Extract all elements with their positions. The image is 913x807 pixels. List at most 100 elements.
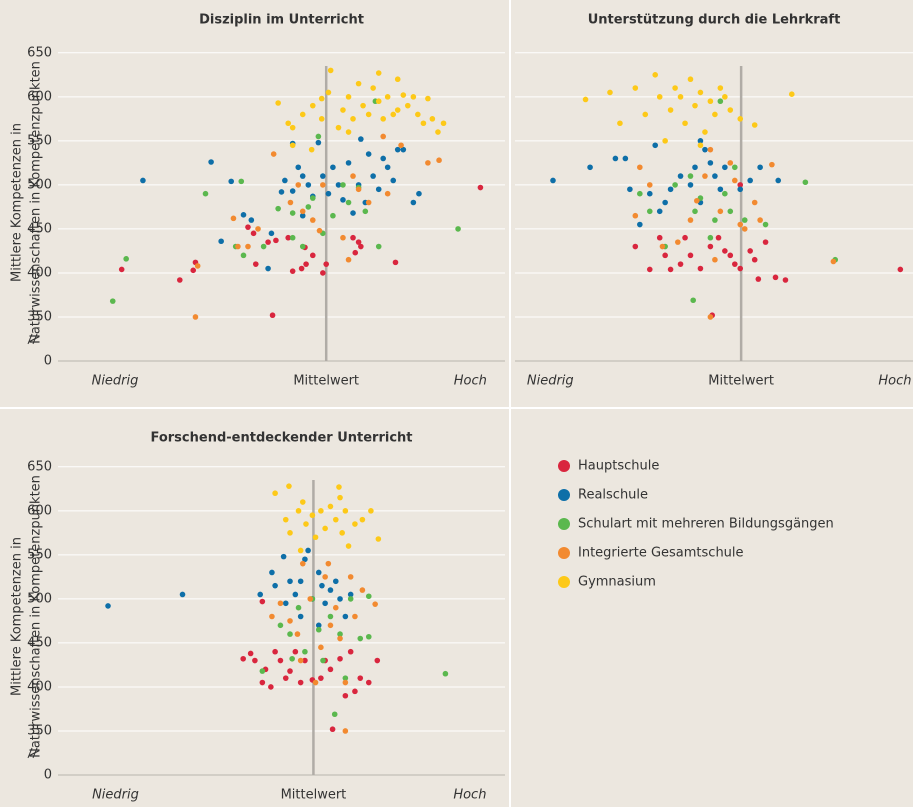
point [345,160,352,166]
point [425,160,431,166]
point [352,613,358,620]
point [345,543,352,549]
point [632,85,639,91]
point [179,591,186,598]
point [255,226,261,232]
y-tick-label: 500 [27,177,52,192]
point [332,516,339,523]
point [257,591,264,598]
point [312,679,319,686]
y-tick-label: 400 [27,679,52,694]
point [350,173,356,179]
point [318,675,324,681]
point [682,120,688,127]
point [240,252,247,259]
point [345,129,352,135]
point [455,226,461,232]
point [303,521,309,527]
point [218,238,224,245]
point [347,648,354,655]
point [309,217,316,223]
chart-title: Forschend-entdeckender Unterricht [150,431,412,446]
point [332,578,339,585]
point [682,234,688,241]
point [751,256,758,263]
point [404,102,411,109]
point [380,133,386,140]
point [342,508,349,514]
point [240,655,246,662]
point [297,547,304,554]
point [702,173,708,179]
point [429,116,436,122]
point [747,248,753,254]
point [394,146,401,153]
y-tick-label: 550 [27,547,52,562]
point [646,208,653,215]
point [365,633,372,640]
point [177,277,183,283]
point [646,182,653,188]
point [365,111,372,118]
point [440,120,447,127]
chart-title: Unterstützung durch die Lehrkraft [588,13,841,28]
x-tick-label: Mittelwert [293,374,359,389]
point [302,648,308,655]
legend-swatch [558,460,570,472]
point [732,177,738,184]
point [318,644,324,651]
point [707,146,714,153]
point [677,173,684,179]
point [275,205,281,212]
point [697,265,704,272]
point [282,600,289,607]
point [642,111,649,118]
point [309,195,316,201]
point [330,212,336,219]
point [245,243,251,250]
point [299,111,306,118]
y-tick-label: 450 [27,635,52,650]
point [656,208,663,215]
point [717,85,724,91]
point [329,726,336,733]
x-tick-label: Hoch [453,788,486,803]
point [737,182,744,188]
point [325,89,332,96]
point [712,173,718,179]
point [425,95,431,102]
point [287,578,293,585]
point [305,204,312,210]
point [667,266,674,273]
point [238,178,245,185]
y-axis-label: Mittlere Kompetenzen in [10,537,25,696]
point [330,164,336,171]
point [347,574,354,580]
legend-swatch [558,489,570,501]
point [280,553,287,560]
point [656,234,663,241]
point [400,146,407,153]
x-tick-label: Niedrig [92,374,139,389]
point [318,95,325,102]
point [637,190,643,197]
point [697,142,704,149]
point [268,684,274,690]
y-tick-label: 450 [27,221,52,236]
point [305,547,311,554]
point [265,265,271,272]
point [677,261,684,267]
point [350,116,356,122]
point [342,692,349,699]
point [375,70,382,76]
point [322,574,328,580]
point [312,534,319,541]
point [335,182,342,188]
point [737,265,744,272]
point [355,80,362,87]
point [247,650,254,657]
legend-swatch [558,576,570,588]
point [755,276,762,282]
point [741,226,748,232]
point [365,151,372,157]
